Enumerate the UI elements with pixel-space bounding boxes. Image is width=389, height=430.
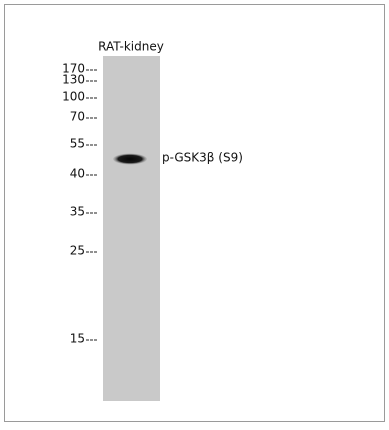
- marker-label: 40: [70, 167, 85, 181]
- marker-label: 55: [70, 137, 85, 151]
- band-label: p-GSK3β (S9): [162, 151, 243, 165]
- marker-label: 35: [70, 205, 85, 219]
- marker-label: 25: [70, 244, 85, 258]
- lane: [103, 56, 160, 401]
- marker-label: 15: [70, 332, 85, 346]
- marker-label: 70: [70, 110, 85, 124]
- marker-label: 100: [62, 90, 85, 104]
- marker-label: 130: [62, 73, 85, 87]
- lane-label: RAT-kidney: [98, 40, 164, 54]
- blot-figure: RAT-kidney p-GSK3β (S9) 1701301007055403…: [0, 0, 389, 426]
- band: [113, 154, 147, 165]
